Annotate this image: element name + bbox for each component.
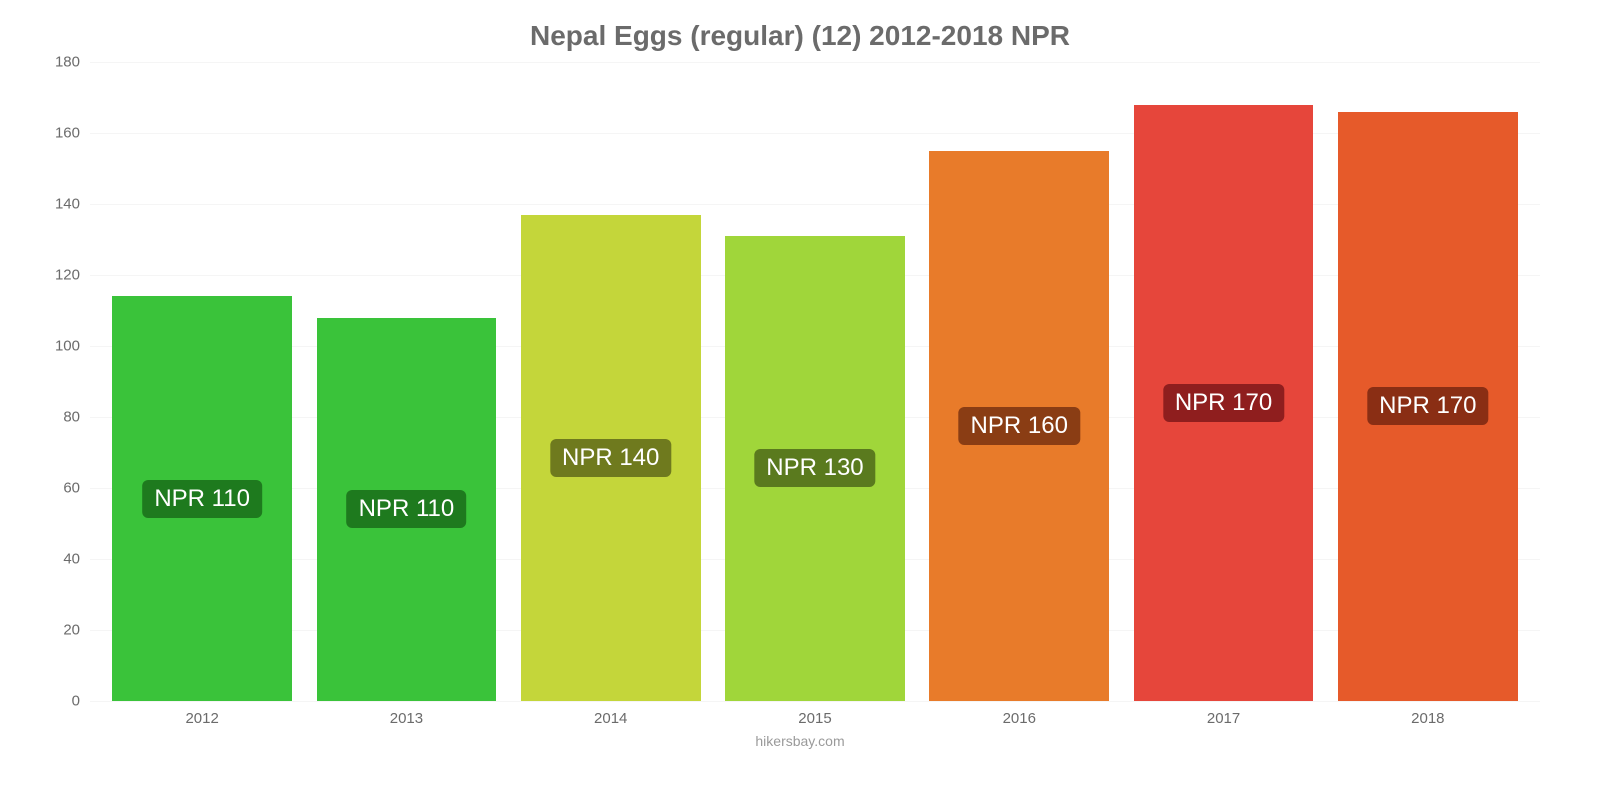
bar-slot: NPR 170 <box>1326 62 1530 701</box>
plot-area: 020406080100120140160180 NPR 110NPR 110N… <box>90 62 1540 702</box>
chart-container: Nepal Eggs (regular) (12) 2012-2018 NPR … <box>0 0 1600 800</box>
x-tick-label: 2013 <box>304 710 508 727</box>
bar-value-label: NPR 140 <box>550 439 671 477</box>
bar: NPR 110 <box>112 296 292 701</box>
bar-value-label: NPR 160 <box>959 407 1080 445</box>
bars-row: NPR 110 NPR 110 NPR 140 NPR 130 NPR 160 NPR 1… <box>90 62 1540 701</box>
bar-slot: NPR 110 <box>100 62 304 701</box>
x-axis-labels: 2012201320142015201620172018 <box>90 702 1540 727</box>
bar-slot: NPR 130 <box>713 62 917 701</box>
bar-slot: NPR 170 <box>1121 62 1325 701</box>
bar: NPR 170 <box>1338 112 1518 701</box>
credit-text: hikersbay.com <box>40 733 1560 749</box>
bar: NPR 170 <box>1134 105 1314 701</box>
bar: NPR 140 <box>521 215 701 701</box>
y-tick: 180 <box>40 54 80 71</box>
bar-value-label: NPR 110 <box>347 490 467 528</box>
x-tick-label: 2014 <box>509 710 713 727</box>
y-tick: 140 <box>40 195 80 212</box>
y-tick: 20 <box>40 621 80 638</box>
y-tick: 0 <box>40 693 80 710</box>
y-tick: 80 <box>40 409 80 426</box>
y-tick: 120 <box>40 267 80 284</box>
x-tick-label: 2012 <box>100 710 304 727</box>
y-tick: 40 <box>40 551 80 568</box>
x-tick-label: 2017 <box>1121 710 1325 727</box>
bar-value-label: NPR 170 <box>1163 384 1284 422</box>
y-tick: 100 <box>40 337 80 354</box>
y-axis: 020406080100120140160180 <box>40 62 85 701</box>
bar-slot: NPR 160 <box>917 62 1121 701</box>
bar-value-label: NPR 110 <box>142 480 262 518</box>
x-tick-label: 2018 <box>1326 710 1530 727</box>
y-tick: 160 <box>40 124 80 141</box>
bar: NPR 130 <box>725 236 905 701</box>
bar-value-label: NPR 130 <box>754 449 875 487</box>
bar-slot: NPR 110 <box>304 62 508 701</box>
chart-title: Nepal Eggs (regular) (12) 2012-2018 NPR <box>40 20 1560 52</box>
bar: NPR 110 <box>317 318 497 701</box>
y-tick: 60 <box>40 480 80 497</box>
x-tick-label: 2015 <box>713 710 917 727</box>
x-tick-label: 2016 <box>917 710 1121 727</box>
gridline <box>90 701 1540 702</box>
bar: NPR 160 <box>929 151 1109 701</box>
bar-slot: NPR 140 <box>509 62 713 701</box>
bar-value-label: NPR 170 <box>1367 387 1488 425</box>
